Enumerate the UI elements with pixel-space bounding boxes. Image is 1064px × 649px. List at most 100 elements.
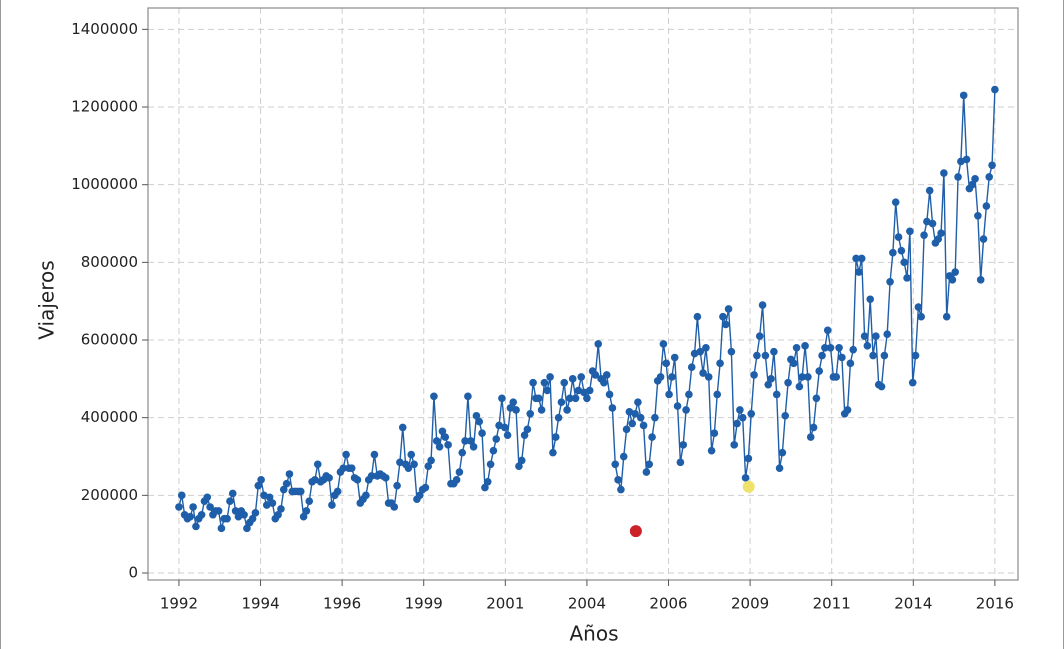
data-point bbox=[251, 509, 260, 517]
data-point bbox=[466, 437, 475, 445]
data-point bbox=[472, 411, 481, 420]
data-point bbox=[920, 231, 928, 239]
data-point bbox=[203, 493, 212, 502]
data-point bbox=[891, 198, 900, 206]
data-point bbox=[529, 378, 537, 387]
data-point bbox=[775, 464, 784, 472]
data-point bbox=[197, 510, 206, 519]
data-point bbox=[755, 332, 764, 340]
data-point bbox=[821, 343, 829, 352]
data-point bbox=[911, 351, 920, 360]
data-point bbox=[571, 394, 580, 403]
data-point bbox=[636, 413, 645, 422]
y-tick-label: 1400000 bbox=[71, 20, 138, 38]
data-point bbox=[866, 295, 875, 304]
data-point bbox=[299, 512, 308, 521]
data-point bbox=[968, 180, 977, 189]
data-point bbox=[549, 448, 557, 457]
data-point bbox=[778, 448, 787, 457]
y-tick-label: 400000 bbox=[81, 408, 138, 426]
data-point bbox=[362, 491, 370, 500]
y-tick-label: 600000 bbox=[81, 331, 138, 349]
data-point bbox=[753, 351, 761, 360]
data-point bbox=[818, 351, 826, 360]
data-point bbox=[685, 390, 693, 399]
data-point bbox=[458, 448, 467, 457]
y-tick-label: 200000 bbox=[81, 486, 138, 504]
data-point bbox=[843, 406, 852, 414]
data-point bbox=[770, 347, 778, 356]
data-point bbox=[486, 460, 495, 469]
data-point bbox=[226, 497, 234, 505]
data-point bbox=[274, 510, 282, 519]
data-point bbox=[404, 464, 413, 472]
data-point bbox=[313, 460, 322, 469]
data-point bbox=[880, 351, 889, 360]
data-point bbox=[347, 464, 356, 472]
data-point bbox=[665, 390, 673, 399]
data-point bbox=[520, 431, 529, 439]
data-point bbox=[781, 411, 790, 420]
data-point bbox=[186, 512, 195, 521]
data-point bbox=[611, 460, 620, 469]
x-tick-label: 1992 bbox=[160, 595, 198, 613]
data-point bbox=[370, 450, 379, 459]
data-point bbox=[857, 254, 866, 263]
data-point bbox=[551, 433, 560, 441]
data-point bbox=[863, 342, 872, 350]
data-point bbox=[393, 481, 401, 490]
data-point bbox=[894, 233, 903, 241]
data-point bbox=[764, 380, 773, 389]
data-point bbox=[914, 303, 923, 311]
data-point bbox=[583, 394, 591, 403]
data-point bbox=[940, 169, 948, 177]
data-point bbox=[367, 472, 376, 480]
data-point bbox=[761, 351, 770, 360]
data-point bbox=[948, 276, 957, 284]
data-point bbox=[302, 507, 311, 515]
data-point bbox=[526, 409, 535, 418]
data-point bbox=[656, 373, 665, 381]
data-point bbox=[410, 460, 418, 469]
data-point bbox=[804, 373, 812, 381]
data-point bbox=[509, 398, 518, 406]
data-point bbox=[452, 476, 461, 484]
data-point bbox=[608, 404, 617, 412]
data-point bbox=[642, 468, 651, 476]
data-point bbox=[594, 340, 603, 348]
data-point bbox=[784, 378, 792, 387]
data-point bbox=[645, 460, 654, 469]
data-point bbox=[214, 507, 223, 515]
data-point bbox=[809, 423, 818, 432]
data-point bbox=[475, 417, 484, 426]
data-point bbox=[928, 219, 937, 228]
data-point bbox=[687, 363, 696, 371]
data-point bbox=[554, 413, 563, 422]
data-point bbox=[231, 507, 240, 515]
data-point bbox=[634, 398, 642, 406]
data-point bbox=[223, 514, 231, 523]
x-tick-label: 1999 bbox=[405, 595, 443, 613]
data-point bbox=[591, 371, 600, 379]
data-point bbox=[430, 392, 438, 401]
data-point bbox=[523, 425, 532, 434]
x-axis-title: Años bbox=[569, 622, 618, 646]
data-point bbox=[277, 505, 285, 513]
data-point bbox=[585, 386, 594, 395]
data-point bbox=[812, 394, 821, 403]
data-point bbox=[710, 429, 719, 438]
data-point bbox=[832, 373, 841, 381]
data-point bbox=[860, 332, 869, 340]
data-point bbox=[897, 246, 906, 255]
data-point bbox=[668, 373, 676, 381]
data-point bbox=[673, 402, 682, 410]
data-point bbox=[543, 386, 552, 395]
data-point bbox=[438, 427, 447, 436]
data-point bbox=[469, 443, 478, 451]
data-point bbox=[566, 394, 574, 403]
data-point bbox=[976, 276, 985, 284]
data-point bbox=[670, 353, 679, 362]
data-point bbox=[954, 173, 962, 181]
data-point bbox=[792, 343, 801, 352]
data-point bbox=[801, 342, 809, 350]
